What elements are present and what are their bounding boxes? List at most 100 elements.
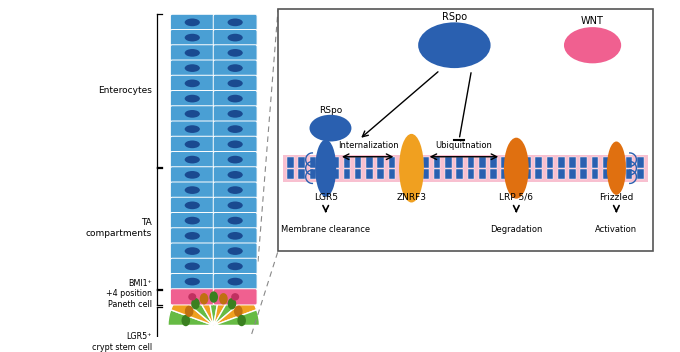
FancyBboxPatch shape	[171, 151, 214, 168]
Ellipse shape	[182, 315, 190, 326]
FancyBboxPatch shape	[214, 90, 257, 107]
Bar	[299, 157, 305, 168]
FancyBboxPatch shape	[171, 243, 214, 259]
FancyBboxPatch shape	[171, 90, 214, 107]
Ellipse shape	[316, 140, 336, 197]
Bar	[355, 169, 362, 179]
Bar	[343, 169, 350, 179]
FancyBboxPatch shape	[171, 289, 214, 305]
Ellipse shape	[228, 232, 243, 240]
Bar	[445, 157, 452, 168]
FancyBboxPatch shape	[171, 30, 214, 46]
FancyBboxPatch shape	[214, 60, 257, 76]
Bar	[309, 157, 316, 168]
Text: BMI1⁺
+4 position
Paneth cell: BMI1⁺ +4 position Paneth cell	[106, 279, 152, 309]
FancyBboxPatch shape	[171, 121, 214, 137]
Text: Degradation: Degradation	[490, 225, 543, 234]
Ellipse shape	[564, 27, 621, 63]
Bar	[377, 157, 384, 168]
Bar	[547, 157, 554, 168]
Bar	[445, 169, 452, 179]
Ellipse shape	[185, 232, 200, 240]
Ellipse shape	[185, 125, 200, 133]
Bar	[569, 157, 576, 168]
Bar	[626, 169, 632, 179]
Text: LGR5: LGR5	[313, 193, 338, 202]
FancyBboxPatch shape	[214, 151, 257, 168]
Ellipse shape	[228, 156, 243, 163]
Bar	[581, 169, 587, 179]
Ellipse shape	[185, 95, 200, 102]
Bar	[603, 157, 610, 168]
Ellipse shape	[504, 138, 529, 199]
Bar	[456, 157, 463, 168]
Bar	[389, 157, 395, 168]
Ellipse shape	[418, 23, 490, 68]
Ellipse shape	[228, 298, 236, 309]
Ellipse shape	[228, 140, 243, 148]
Bar	[626, 157, 632, 168]
Text: Enterocytes: Enterocytes	[99, 87, 152, 95]
Text: Internalization: Internalization	[338, 141, 399, 150]
Ellipse shape	[185, 201, 200, 209]
Ellipse shape	[188, 293, 197, 301]
Bar	[355, 157, 362, 168]
Bar	[558, 169, 564, 179]
FancyBboxPatch shape	[171, 228, 214, 244]
Ellipse shape	[228, 186, 243, 194]
Ellipse shape	[185, 80, 200, 87]
Text: LRP 5/6: LRP 5/6	[499, 193, 533, 202]
Bar	[513, 169, 520, 179]
Ellipse shape	[185, 263, 200, 270]
FancyBboxPatch shape	[214, 121, 257, 137]
Text: Ubiquitnation: Ubiquitnation	[435, 141, 492, 150]
Ellipse shape	[219, 293, 228, 304]
Bar	[287, 169, 294, 179]
FancyBboxPatch shape	[171, 136, 214, 152]
Bar	[535, 157, 542, 168]
Bar	[456, 169, 463, 179]
FancyBboxPatch shape	[214, 75, 257, 92]
Bar	[333, 157, 339, 168]
FancyBboxPatch shape	[214, 30, 257, 46]
Bar	[321, 157, 328, 168]
Bar	[581, 157, 587, 168]
FancyBboxPatch shape	[214, 182, 257, 198]
Ellipse shape	[228, 278, 243, 285]
Bar	[389, 169, 395, 179]
FancyBboxPatch shape	[171, 14, 214, 31]
Ellipse shape	[399, 134, 424, 202]
Ellipse shape	[228, 201, 243, 209]
Bar	[547, 169, 554, 179]
Bar	[603, 169, 610, 179]
Ellipse shape	[228, 263, 243, 270]
Ellipse shape	[185, 64, 200, 72]
Bar	[569, 169, 576, 179]
Ellipse shape	[191, 298, 200, 309]
Ellipse shape	[185, 278, 200, 285]
Text: Membrane clearance: Membrane clearance	[281, 225, 371, 234]
Ellipse shape	[185, 34, 200, 42]
Bar	[468, 169, 475, 179]
Bar	[524, 157, 530, 168]
Ellipse shape	[185, 49, 200, 57]
FancyBboxPatch shape	[214, 106, 257, 122]
Ellipse shape	[228, 49, 243, 57]
Bar	[283, 155, 648, 182]
Ellipse shape	[185, 186, 200, 194]
Wedge shape	[191, 281, 214, 326]
Ellipse shape	[228, 110, 243, 118]
Bar	[434, 157, 441, 168]
Ellipse shape	[228, 19, 243, 26]
Ellipse shape	[185, 110, 200, 118]
Bar	[490, 157, 497, 168]
Ellipse shape	[209, 291, 218, 303]
FancyBboxPatch shape	[171, 213, 214, 229]
FancyBboxPatch shape	[214, 14, 257, 31]
Bar	[422, 157, 429, 168]
FancyBboxPatch shape	[171, 258, 214, 275]
Bar	[592, 169, 598, 179]
Bar	[400, 169, 407, 179]
Text: Activation: Activation	[595, 225, 637, 234]
Text: WNT: WNT	[581, 17, 604, 26]
